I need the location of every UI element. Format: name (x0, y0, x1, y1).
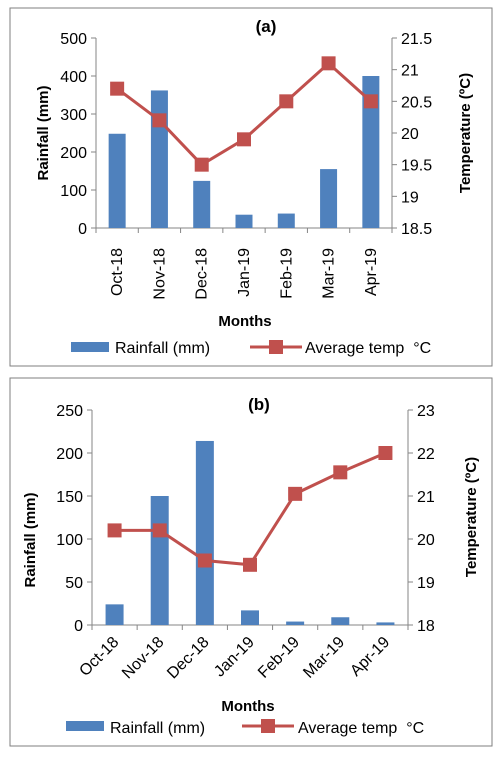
y-tick-label-left: 150 (56, 489, 83, 506)
y-tick-label-right: 22 (417, 446, 435, 463)
y-tick-label-right: 21 (417, 489, 435, 506)
bar-rainfall (108, 133, 126, 228)
chart-panel-a: (a) Rainfall (mm) Temperature (ºC) Month… (9, 7, 493, 367)
y-tick-label-left: 500 (60, 31, 87, 48)
y-axis-label-right: Temperature (ºC) (463, 457, 480, 577)
legend: Rainfall (mm) Average temp °C (71, 340, 431, 357)
y-tick-label-right: 21.5 (401, 31, 432, 48)
y-tick-label-right: 20.5 (401, 94, 432, 111)
bar-rainfall (193, 180, 211, 228)
bar-rainfall (150, 90, 168, 228)
y-tick-label-left: 100 (60, 183, 87, 200)
x-tick-label: Dec-18 (194, 248, 211, 300)
y-tick-label-left: 0 (78, 221, 87, 238)
bar-rainfall (195, 440, 214, 625)
legend-swatch-marker (261, 719, 275, 733)
y-tick-label-right: 18.5 (401, 221, 432, 238)
y-axis-label-right: Temperature (ºC) (457, 73, 474, 193)
point-temperature (152, 113, 167, 128)
y-tick-label-left: 250 (56, 403, 83, 420)
x-axis-label: Months (221, 698, 274, 715)
bar-rainfall (105, 604, 124, 625)
bar-rainfall (362, 76, 380, 228)
bar-rainfall (241, 610, 259, 625)
point-temperature (333, 465, 348, 480)
bar-rainfall (286, 621, 305, 625)
legend-label-rainfall: Rainfall (mm) (110, 720, 205, 737)
y-tick-label-left: 200 (60, 145, 87, 162)
y-tick-label-right: 23 (417, 403, 435, 420)
chart-title: (a) (256, 17, 277, 36)
x-tick-label: Jan-19 (236, 248, 253, 297)
x-axis-label: Months (218, 313, 271, 330)
y-tick-label-right: 18 (417, 618, 435, 635)
y-tick-label-left: 200 (56, 446, 83, 463)
legend-label-temp: Average temp °C (298, 720, 424, 737)
chart-frame (9, 377, 493, 747)
bar-rainfall (331, 617, 350, 625)
chart-panel-b: (b) Rainfall (mm) Temperature (ºC) Month… (9, 377, 493, 747)
bar-rainfall (376, 622, 395, 625)
legend-label-temp: Average temp °C (305, 340, 431, 357)
legend-swatch-marker (269, 340, 283, 354)
point-temperature (152, 523, 167, 538)
point-temperature (288, 486, 303, 501)
y-tick-label-left: 50 (65, 575, 83, 592)
x-tick-label: Oct-18 (109, 248, 126, 296)
point-temperature (110, 81, 125, 96)
y-tick-label-right: 19 (401, 189, 419, 206)
point-temperature (197, 553, 212, 568)
point-temperature (321, 56, 336, 71)
point-temperature (237, 132, 251, 147)
legend-swatch-bar (71, 342, 109, 352)
bar-rainfall (235, 214, 253, 228)
point-temperature (279, 94, 294, 109)
point-temperature (363, 94, 378, 109)
y-tick-label-left: 300 (60, 107, 87, 124)
bar-rainfall (150, 496, 169, 625)
x-tick-label: Nov-18 (151, 248, 168, 300)
bar-rainfall (320, 169, 338, 228)
y-tick-label-right: 19.5 (401, 158, 432, 175)
legend: Rainfall (mm) Average temp °C (66, 719, 424, 737)
x-tick-label: Mar-19 (321, 248, 338, 299)
y-tick-label-left: 0 (74, 618, 83, 635)
point-temperature (107, 523, 122, 538)
y-tick-label-right: 20 (417, 532, 435, 549)
y-tick-label-right: 19 (417, 575, 435, 592)
bar-rainfall (277, 213, 295, 228)
point-temperature (243, 557, 257, 572)
x-tick-label: Apr-19 (363, 248, 380, 296)
chart-title: (b) (248, 395, 270, 414)
chart-frame (9, 7, 493, 367)
plot-area: 0 100 200 300 400 500 18.5 19 19.5 20 20.5 21 21.5 Oc… (60, 31, 432, 300)
x-tick-label: Feb-19 (278, 248, 295, 299)
y-tick-label-right: 20 (401, 126, 419, 143)
y-tick-label-left: 100 (56, 532, 83, 549)
point-temperature (378, 446, 393, 460)
legend-swatch-bar (66, 721, 104, 731)
point-temperature (194, 157, 209, 172)
y-tick-label-left: 400 (60, 69, 87, 86)
y-tick-label-right: 21 (401, 63, 419, 80)
legend-label-rainfall: Rainfall (mm) (115, 340, 210, 357)
y-axis-label-left: Rainfall (mm) (22, 492, 39, 587)
y-axis-label-left: Rainfall (mm) (35, 85, 52, 180)
